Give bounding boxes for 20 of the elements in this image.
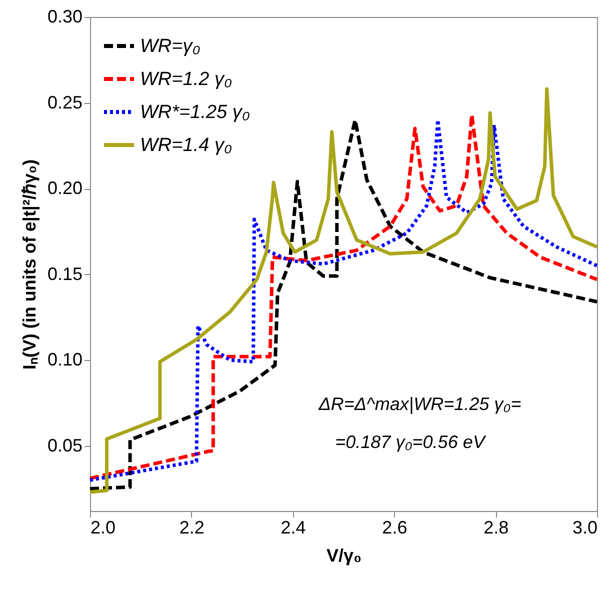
- legend-label: WR=γ₀: [140, 36, 200, 57]
- y-tick-label: 0.15: [47, 264, 82, 284]
- y-tick-label: 0.20: [47, 178, 82, 198]
- x-tick-label: 2.8: [484, 518, 509, 538]
- legend-label: WR=1.2 γ₀: [140, 69, 232, 90]
- y-tick-label: 0.25: [47, 92, 82, 112]
- x-tick-label: 2.4: [280, 518, 306, 538]
- x-axis-title: V/γ₀: [326, 546, 362, 566]
- legend-label: WR*=1.25 γ₀: [140, 102, 250, 123]
- x-tick-label: 3.0: [572, 518, 598, 538]
- x-tick-label: 2.6: [382, 518, 408, 538]
- y-axis-title: Iₙ(V) (in units of e|t|²/ℏγ₀): [19, 159, 40, 370]
- x-tick-label: 2.2: [179, 518, 204, 538]
- y-tick-label: 0.05: [47, 435, 82, 456]
- y-tick-label: 0.10: [47, 350, 82, 370]
- legend-label: WR=1.4 γ₀: [140, 135, 232, 156]
- annotation: =0.187 γ₀=0.56 eV: [335, 432, 487, 452]
- y-tick-label: 0.30: [47, 6, 82, 26]
- x-tick-label: 2.0: [90, 518, 116, 538]
- annotation: ΔR=Δ^max|WR=1.25 γ₀=: [318, 394, 522, 414]
